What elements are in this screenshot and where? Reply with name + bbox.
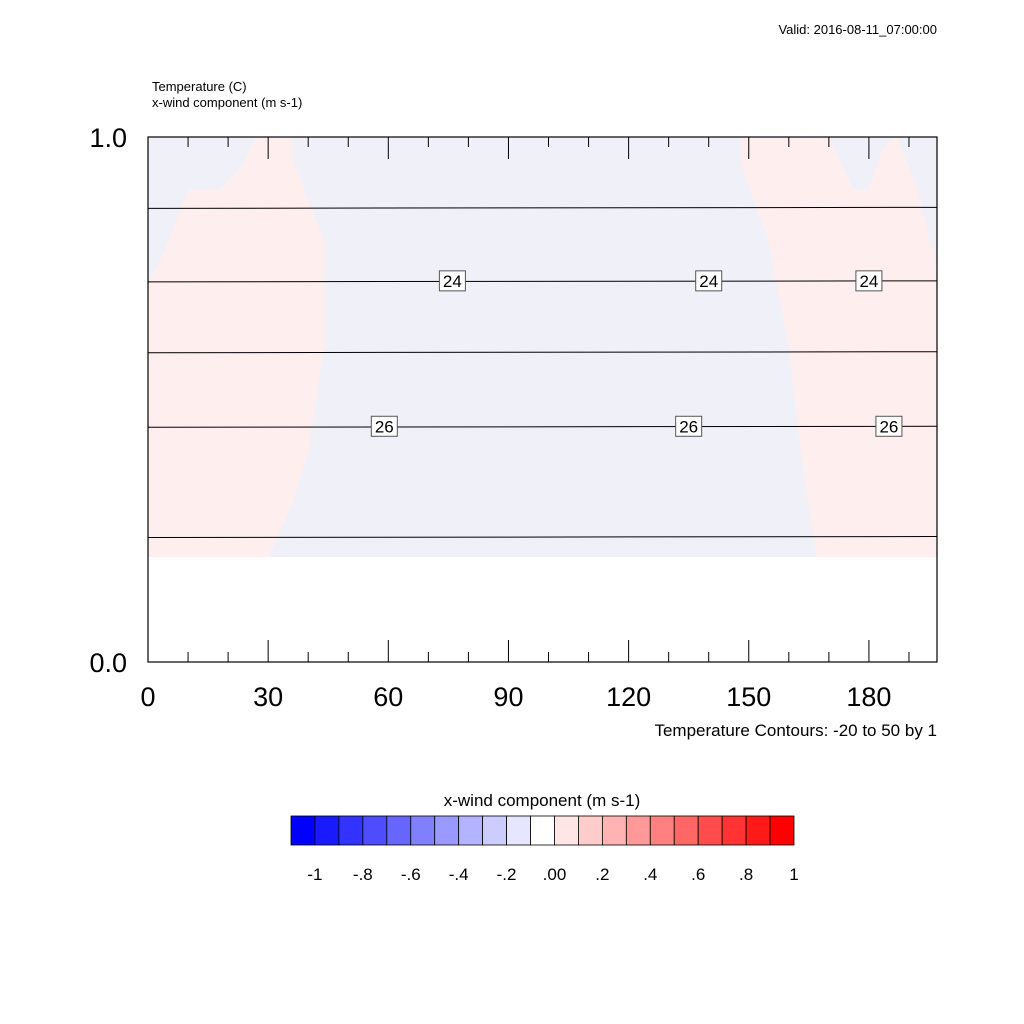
colorbar-title: x-wind component (m s-1) [444,791,641,810]
colorbar-swatch [338,815,364,846]
contour-label-box [438,270,466,292]
colorbar-swatch [482,815,507,846]
x-tick-label: 90 [493,682,523,712]
plot-area: 24 24 24 26 26 26 0 30 60 90 120 150 180 0.0 1.0 [89,123,938,712]
contour-info: Temperature Contours: -20 to 50 by 1 [654,721,937,740]
contour-label-box [855,270,883,292]
colorbar-swatch [434,815,460,846]
plot-frame [147,136,938,663]
contour-label: 26 [879,417,898,436]
colorbar-swatch [506,815,531,846]
colorbar-swatch [530,815,555,846]
colorbar-swatch [314,815,340,846]
colorbar-swatch [386,815,412,846]
contour-line-26 [147,425,938,428]
colorbar-label: .00 [543,865,567,884]
colorbar-swatch [578,815,603,846]
colorbar-label: .2 [595,865,609,884]
contour-label: 24 [699,272,718,291]
contour-line-23 [147,206,938,209]
colorbar-swatch [625,815,651,846]
x-tick-label: 150 [726,682,771,712]
contour-label-box [695,270,723,292]
colorbar-swatch [362,815,388,846]
shading-negative-region [148,137,937,557]
colorbar-swatch [458,815,484,846]
x-tick-label: 30 [253,682,283,712]
colorbar-swatch [554,815,579,846]
colorbar-label: -1 [307,865,322,884]
valid-time: Valid: 2016-08-11_07:00:00 [778,22,937,37]
contour-label: 26 [679,417,698,436]
colorbar-swatch [745,815,771,846]
x-tick-label: 0 [140,682,155,712]
field-label-x-wind: x-wind component (m s-1) [152,95,302,110]
contour-label: 24 [859,272,878,291]
shading-negative-region-left [148,137,189,284]
colorbar-swatch [697,815,723,846]
contour-line-25 [147,351,938,354]
contour-label: 24 [443,272,462,291]
colorbar-swatch [601,815,627,846]
colorbar-label: -.8 [353,865,373,884]
x-tick-label: 60 [373,682,403,712]
colorbar-label: 1 [789,865,798,884]
contour-label-box [370,415,398,437]
contour-label-box [875,415,903,437]
contour-label: 26 [375,417,394,436]
colorbar: -1 -.8 -.6 -.4 -.2 .00 .2 .4 .6 .8 1 [290,815,799,884]
colorbar-swatch [649,815,675,846]
colorbar-label: -.6 [401,865,421,884]
colorbar-label: -.2 [497,865,517,884]
y-tick-label: 1.0 [89,123,127,153]
contour-line-24 [147,280,938,283]
colorbar-swatch [721,815,747,846]
x-tick-label: 180 [846,682,891,712]
field-label-temperature: Temperature (C) [152,79,247,94]
colorbar-swatch [290,815,316,846]
colorbar-swatch [410,815,436,846]
x-tick-label: 120 [606,682,651,712]
colorbar-swatch [673,815,699,846]
colorbar-label: .6 [691,865,705,884]
y-tick-label: 0.0 [89,648,127,678]
contour-label-box [675,415,703,437]
colorbar-swatch [769,815,795,846]
contour-line-27 [147,536,938,539]
colorbar-label: .4 [643,865,657,884]
colorbar-label: -.4 [449,865,469,884]
colorbar-label: .8 [739,865,753,884]
